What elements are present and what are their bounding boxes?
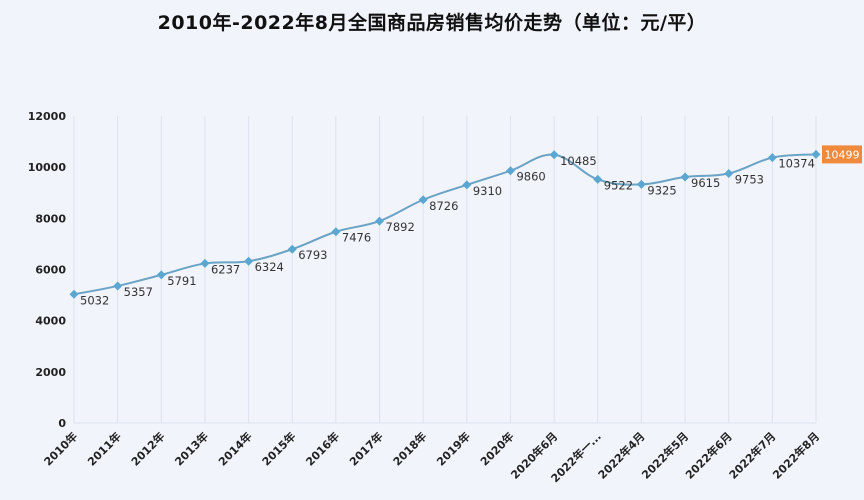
data-label: 9325 <box>647 183 676 197</box>
diamond-marker-icon <box>593 174 603 184</box>
x-tick-label: 2012年 <box>128 429 167 468</box>
data-label: 10485 <box>560 154 597 168</box>
data-markers <box>69 149 821 299</box>
data-label: 6793 <box>298 248 327 262</box>
x-axis: 2010年 2011年 2012年 2013年 2014年 2015年 2016年 2017年… <box>41 429 822 485</box>
diamond-marker-icon <box>113 281 123 291</box>
diamond-marker-icon <box>724 168 734 178</box>
x-tick-label: 2015年 <box>259 429 298 468</box>
highlight-box <box>822 145 862 164</box>
data-label: 7892 <box>386 220 415 234</box>
x-tick-label: 2017年 <box>346 429 385 468</box>
y-tick-label: 12000 <box>28 110 67 123</box>
y-tick-label: 10000 <box>28 161 67 174</box>
highlight-badge: 10499 <box>822 145 862 164</box>
diamond-marker-icon <box>200 258 210 268</box>
data-label: 9310 <box>473 184 502 198</box>
diamond-marker-icon <box>811 149 821 159</box>
data-label: 5032 <box>80 293 109 307</box>
diamond-marker-icon <box>549 150 559 160</box>
data-label: 9615 <box>691 176 720 190</box>
diamond-marker-icon <box>244 256 254 266</box>
diamond-marker-icon <box>680 172 690 182</box>
data-label: 9753 <box>735 172 764 186</box>
x-tick-label: 2016年 <box>303 429 342 468</box>
diamond-marker-icon <box>156 270 166 280</box>
gridlines <box>73 116 817 424</box>
data-label: 6324 <box>255 260 284 274</box>
y-tick-label: 2000 <box>35 366 66 379</box>
diamond-marker-icon <box>505 166 515 176</box>
diamond-marker-icon <box>462 180 472 190</box>
y-axis: 0 2000 4000 6000 8000 10000 12000 <box>28 110 67 430</box>
data-label: 6237 <box>211 262 240 276</box>
x-tick-label: 2014年 <box>215 429 254 468</box>
diamond-marker-icon <box>69 289 79 299</box>
chart-title: 2010年-2022年8月全国商品房销售均价走势（单位：元/平） <box>157 12 707 34</box>
data-label: 5791 <box>167 274 196 288</box>
diamond-marker-icon <box>767 153 777 163</box>
y-tick-label: 0 <box>58 417 66 430</box>
data-label: 9860 <box>516 170 545 184</box>
data-label: 5357 <box>124 285 153 299</box>
data-label: 7476 <box>342 231 371 245</box>
highlight-label: 10499 <box>825 148 860 161</box>
y-tick-label: 8000 <box>35 212 66 225</box>
x-tick-label: 2010年 <box>41 429 80 468</box>
diamond-marker-icon <box>418 195 428 205</box>
x-tick-label: 2020年 <box>477 429 516 468</box>
data-label: 9522 <box>604 178 633 192</box>
diamond-marker-icon <box>636 179 646 189</box>
x-tick-label: 2019年 <box>434 429 473 468</box>
data-label: 8726 <box>429 199 458 213</box>
x-tick-label: 2018年 <box>390 429 429 468</box>
x-tick-label: 2013年 <box>172 429 211 468</box>
y-tick-label: 6000 <box>35 264 66 277</box>
x-tick-label: 2022年8月 <box>770 429 823 482</box>
data-label: 10374 <box>778 157 815 171</box>
x-tick-label: 2011年 <box>84 429 123 468</box>
data-labels: 5032 5357 5791 6237 6324 6793 7476 7892 8726 9310… <box>80 154 815 308</box>
y-tick-label: 4000 <box>35 315 66 328</box>
diamond-marker-icon <box>375 216 385 226</box>
diamond-marker-icon <box>287 244 297 254</box>
diamond-marker-icon <box>331 227 341 237</box>
